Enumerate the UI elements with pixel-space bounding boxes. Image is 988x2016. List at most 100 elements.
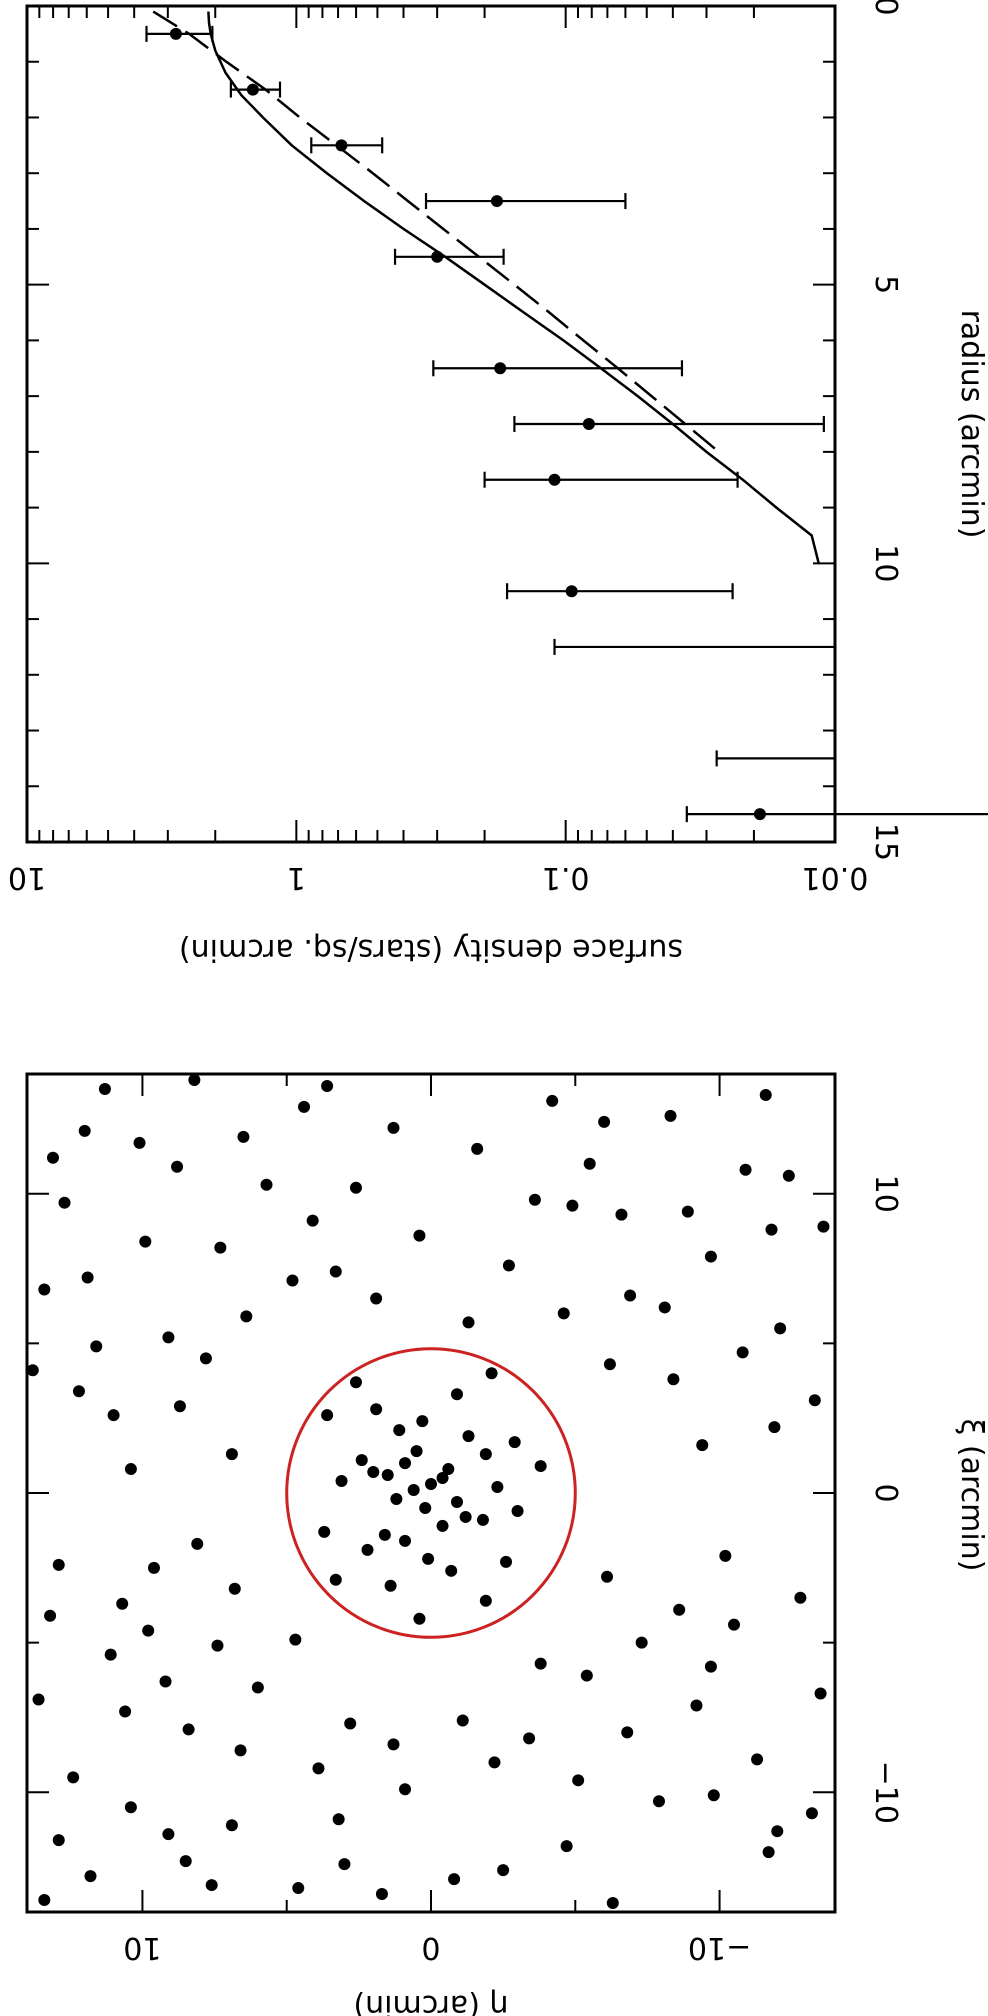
map-star-point [690,1699,703,1712]
map-star-point [67,1771,80,1784]
map-star-point [312,1762,325,1775]
map-star-point [173,1400,186,1413]
map-star-point [251,1681,264,1694]
map-star-point [361,1543,374,1556]
map-star-point [349,1181,362,1194]
map-star-point [615,1208,628,1221]
map-star-point [84,1870,97,1883]
profile-x-label: radius (arcmin) [954,310,988,539]
profile-y-tick-label: 0.1 [542,860,590,895]
profile-y-tick-label: 1 [287,860,306,895]
map-star-point [459,1510,472,1523]
map-star-point [104,1648,117,1661]
map-star-point [728,1618,740,1631]
map-star-point [782,1169,795,1182]
map-star-point [147,1561,160,1574]
map-star-point [306,1214,319,1227]
surface-density-panel: 0 5 10 15 0.01 0.1 1 10 radius (arcmin) surfac… [8,0,988,967]
map-star-point [652,1795,665,1808]
map-star-point [205,1879,218,1892]
map-star-point [329,1265,342,1278]
map-star-point [794,1591,807,1604]
map-y-label: η (arcmin) [353,1988,508,2016]
map-star-point [182,1723,195,1736]
profile-data-point [565,585,578,598]
map-star-point [46,1151,59,1164]
map-radius-circle [285,1347,577,1639]
map-xi-tick-labels: 10 0 −10 [868,1175,903,1824]
map-star-point [664,1109,677,1122]
map-star-point [488,1756,501,1769]
map-star-point [751,1753,764,1766]
map-star-point [621,1726,634,1739]
map-star-point [719,1549,732,1562]
map-star-point [384,1579,397,1592]
map-star-points [26,1073,830,1910]
map-star-point [805,1807,818,1820]
map-star-point [462,1316,475,1329]
map-star-point [225,1819,238,1832]
profile-frame [25,4,837,844]
map-star-point [38,1283,51,1296]
map-star-point [419,1501,432,1514]
map-star-point [228,1582,241,1595]
map-star-point [450,1388,463,1401]
map-star-point [234,1744,247,1757]
map-xi-tick-label: 10 [868,1175,903,1213]
map-star-point [26,1364,39,1377]
map-eta-tick-label: 0 [421,1930,440,1965]
map-star-point [425,1478,437,1491]
map-star-point [497,1864,510,1877]
map-star-point [52,1558,65,1571]
map-xi-tick-label: 0 [868,1483,903,1502]
map-star-point [381,1469,394,1482]
profile-data-point [582,418,595,430]
map-star-point [338,1858,351,1871]
map-star-point [436,1519,449,1532]
map-star-point [572,1774,585,1787]
map-star-point [225,1448,238,1461]
map-star-point [448,1873,461,1886]
map-star-point [298,1100,311,1113]
map-star-point [436,1472,449,1485]
map-star-point [329,1573,342,1586]
map-star-point [624,1289,637,1302]
map-star-point [332,1813,345,1826]
map-xi-tick-label: −10 [868,1761,903,1824]
map-star-point [387,1121,400,1134]
map-star-point [355,1454,368,1467]
profile-errorbars [145,25,988,823]
map-star-point [58,1196,71,1209]
map-star-point [78,1124,91,1137]
profile-x-tick-label: 5 [868,275,903,294]
map-star-point [557,1307,570,1320]
profile-data-point [548,473,561,486]
map-star-point [191,1537,204,1550]
map-star-point [349,1376,362,1389]
map-star-point [390,1492,403,1505]
map-star-point [416,1415,429,1428]
map-star-point [98,1082,111,1095]
map-star-point [124,1463,137,1476]
map-star-point [566,1199,579,1212]
map-star-point [378,1528,391,1541]
profile-x-tick-label: 15 [868,823,903,861]
map-star-point [52,1834,65,1847]
map-star-point [413,1229,426,1242]
map-star-point [528,1193,541,1206]
map-star-point [367,1466,380,1479]
map-star-point [399,1783,412,1796]
map-star-point [387,1738,400,1751]
map-star-point [72,1385,85,1398]
map-star-point [321,1079,334,1092]
profile-x-tick-label: 0 [868,0,903,16]
map-star-point [375,1888,388,1901]
map-star-point [598,1115,611,1128]
map-star-point [393,1424,406,1437]
map-star-point [704,1250,717,1263]
map-star-point [462,1430,475,1443]
map-star-point [759,1088,772,1101]
map-star-point [240,1310,253,1323]
map-star-point [199,1352,212,1365]
map-star-point [162,1331,175,1344]
